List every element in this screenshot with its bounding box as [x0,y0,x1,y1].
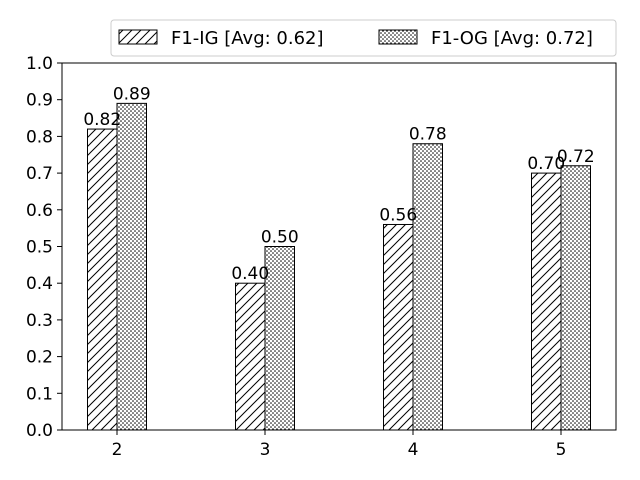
y-tick-label: 0.9 [26,91,53,111]
bar-f1-og-4 [412,143,443,431]
y-tick-label: 0.8 [26,127,53,147]
data-labels: 0.82 0.40 0.56 0.70 0.89 0.50 0.78 0.72 [83,84,594,284]
data-label: 0.50 [261,228,299,248]
y-tick-label: 0.2 [26,348,53,368]
x-tick-label: 5 [556,440,567,460]
y-tick-label: 0.5 [26,238,53,258]
bar-f1-ig-2 [87,128,118,431]
y-tick-label: 0.7 [26,164,53,184]
legend-label-f1-og: F1-OG [Avg: 0.72] [431,28,593,49]
y-tick-label: 0.1 [26,384,53,404]
x-tick-label: 4 [408,440,419,460]
data-label: 0.82 [83,110,121,130]
bar-f1-ig-5 [531,172,562,431]
data-label: 0.56 [379,205,417,225]
data-label: 0.78 [409,125,447,145]
y-tick-label: 0.0 [26,421,53,441]
data-label: 0.72 [557,147,595,167]
bars [87,102,591,431]
bar-f1-og-3 [264,246,295,431]
y-tick-label: 0.4 [26,274,53,294]
legend-swatch-f1-ig [118,29,158,45]
legend-label-f1-ig: F1-IG [Avg: 0.62] [171,28,324,49]
bar-f1-ig-3 [235,282,266,431]
data-label: 0.40 [231,264,269,284]
x-tick-label: 2 [112,440,123,460]
legend: F1-IG [Avg: 0.62] F1-OG [Avg: 0.72] [110,19,617,57]
y-tick-label: 0.3 [26,311,53,331]
y-tick-label: 1.0 [26,54,53,74]
x-tick-label: 3 [260,440,271,460]
bar-f1-ig-4 [383,223,414,431]
x-axis: 2 3 4 5 [112,430,567,460]
y-axis: 0.0 0.1 0.2 0.3 0.4 0.5 0.6 0.7 0.8 0.9 1.0 [26,54,62,441]
y-tick-label: 0.6 [26,201,53,221]
plot-frame [61,62,617,431]
legend-frame [110,19,617,57]
data-label: 0.70 [527,154,565,174]
bar-f1-og-5 [560,165,591,431]
data-label: 0.89 [113,84,151,104]
legend-swatch-f1-og [378,29,418,45]
bar-f1-og-2 [116,102,147,431]
